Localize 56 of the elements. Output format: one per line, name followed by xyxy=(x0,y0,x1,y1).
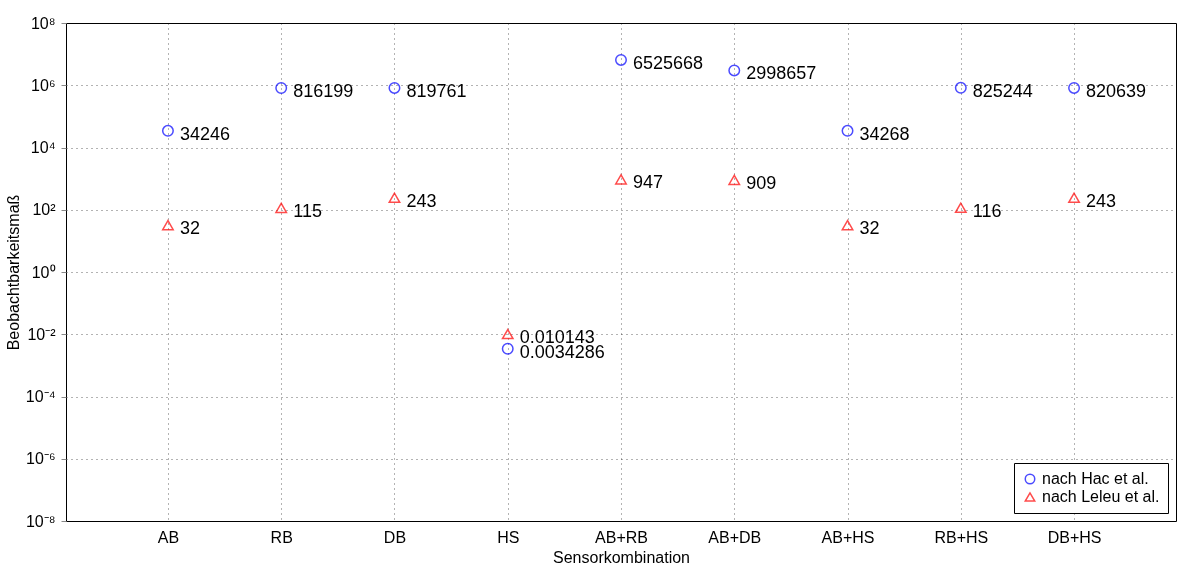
point xyxy=(275,202,288,214)
point xyxy=(841,124,854,137)
data-label: 243 xyxy=(406,190,437,211)
y-tick-label: 10⁻² xyxy=(27,325,57,343)
y-tick-label: 10⁸ xyxy=(30,14,56,32)
data-label: 947 xyxy=(633,172,664,193)
point xyxy=(615,174,627,185)
data-label: 819761 xyxy=(406,80,467,101)
y-tick-label: 10⁰ xyxy=(31,263,56,281)
x-tick-label: HS xyxy=(497,528,520,546)
point xyxy=(841,219,854,231)
point xyxy=(954,202,967,214)
x-tick-label: AB xyxy=(157,528,180,546)
data-label: 2998657 xyxy=(746,63,817,84)
y-tick-label: 10² xyxy=(32,201,57,219)
x-tick-label: AB+DB xyxy=(708,528,762,546)
data-label: 115 xyxy=(293,200,322,221)
data-label: 32 xyxy=(179,218,200,239)
data-label: 243 xyxy=(1086,190,1117,211)
y-tick-label: 10⁴ xyxy=(30,139,56,156)
y-tick-label: 10⁻⁸ xyxy=(25,512,56,530)
point xyxy=(161,219,174,231)
data-label: 909 xyxy=(746,172,777,193)
point xyxy=(1068,81,1081,94)
point xyxy=(1068,192,1081,204)
point xyxy=(501,328,514,340)
point xyxy=(954,81,967,94)
point xyxy=(728,174,741,186)
x-tick-label: RB xyxy=(270,528,293,546)
data-label: 32 xyxy=(859,218,880,239)
data-label: 816199 xyxy=(293,81,354,101)
x-tick-label: RB+HS xyxy=(934,528,989,546)
y-tick-label: 10⁶ xyxy=(31,76,56,94)
legend-label: nach Hac et al. xyxy=(1042,470,1149,487)
data-label: 6525668 xyxy=(633,52,704,73)
x-tick-label: DB+HS xyxy=(1047,528,1102,546)
data-label: 825244 xyxy=(972,80,1033,101)
point xyxy=(501,342,514,355)
point xyxy=(388,192,401,204)
y-axis-title: Beobachtbarkeitsmaß xyxy=(4,194,22,351)
data-label: 116 xyxy=(972,200,1002,221)
data-label: 34246 xyxy=(179,123,230,144)
point xyxy=(388,81,401,94)
x-tick-label: DB xyxy=(383,528,407,546)
y-tick-label: 10⁻⁴ xyxy=(25,388,56,405)
data-label: 820639 xyxy=(1086,80,1147,101)
x-tick-label: AB+RB xyxy=(595,528,648,546)
legend-label: nach Leleu et al. xyxy=(1042,488,1160,505)
data-label: 34268 xyxy=(859,123,910,144)
point xyxy=(161,124,174,137)
x-tick-label: AB+HS xyxy=(821,528,875,546)
y-tick-label: 10⁻⁶ xyxy=(26,450,56,468)
point xyxy=(615,53,627,66)
point xyxy=(728,64,741,77)
point xyxy=(275,82,288,94)
x-axis-title: Sensorkombination xyxy=(553,548,690,566)
